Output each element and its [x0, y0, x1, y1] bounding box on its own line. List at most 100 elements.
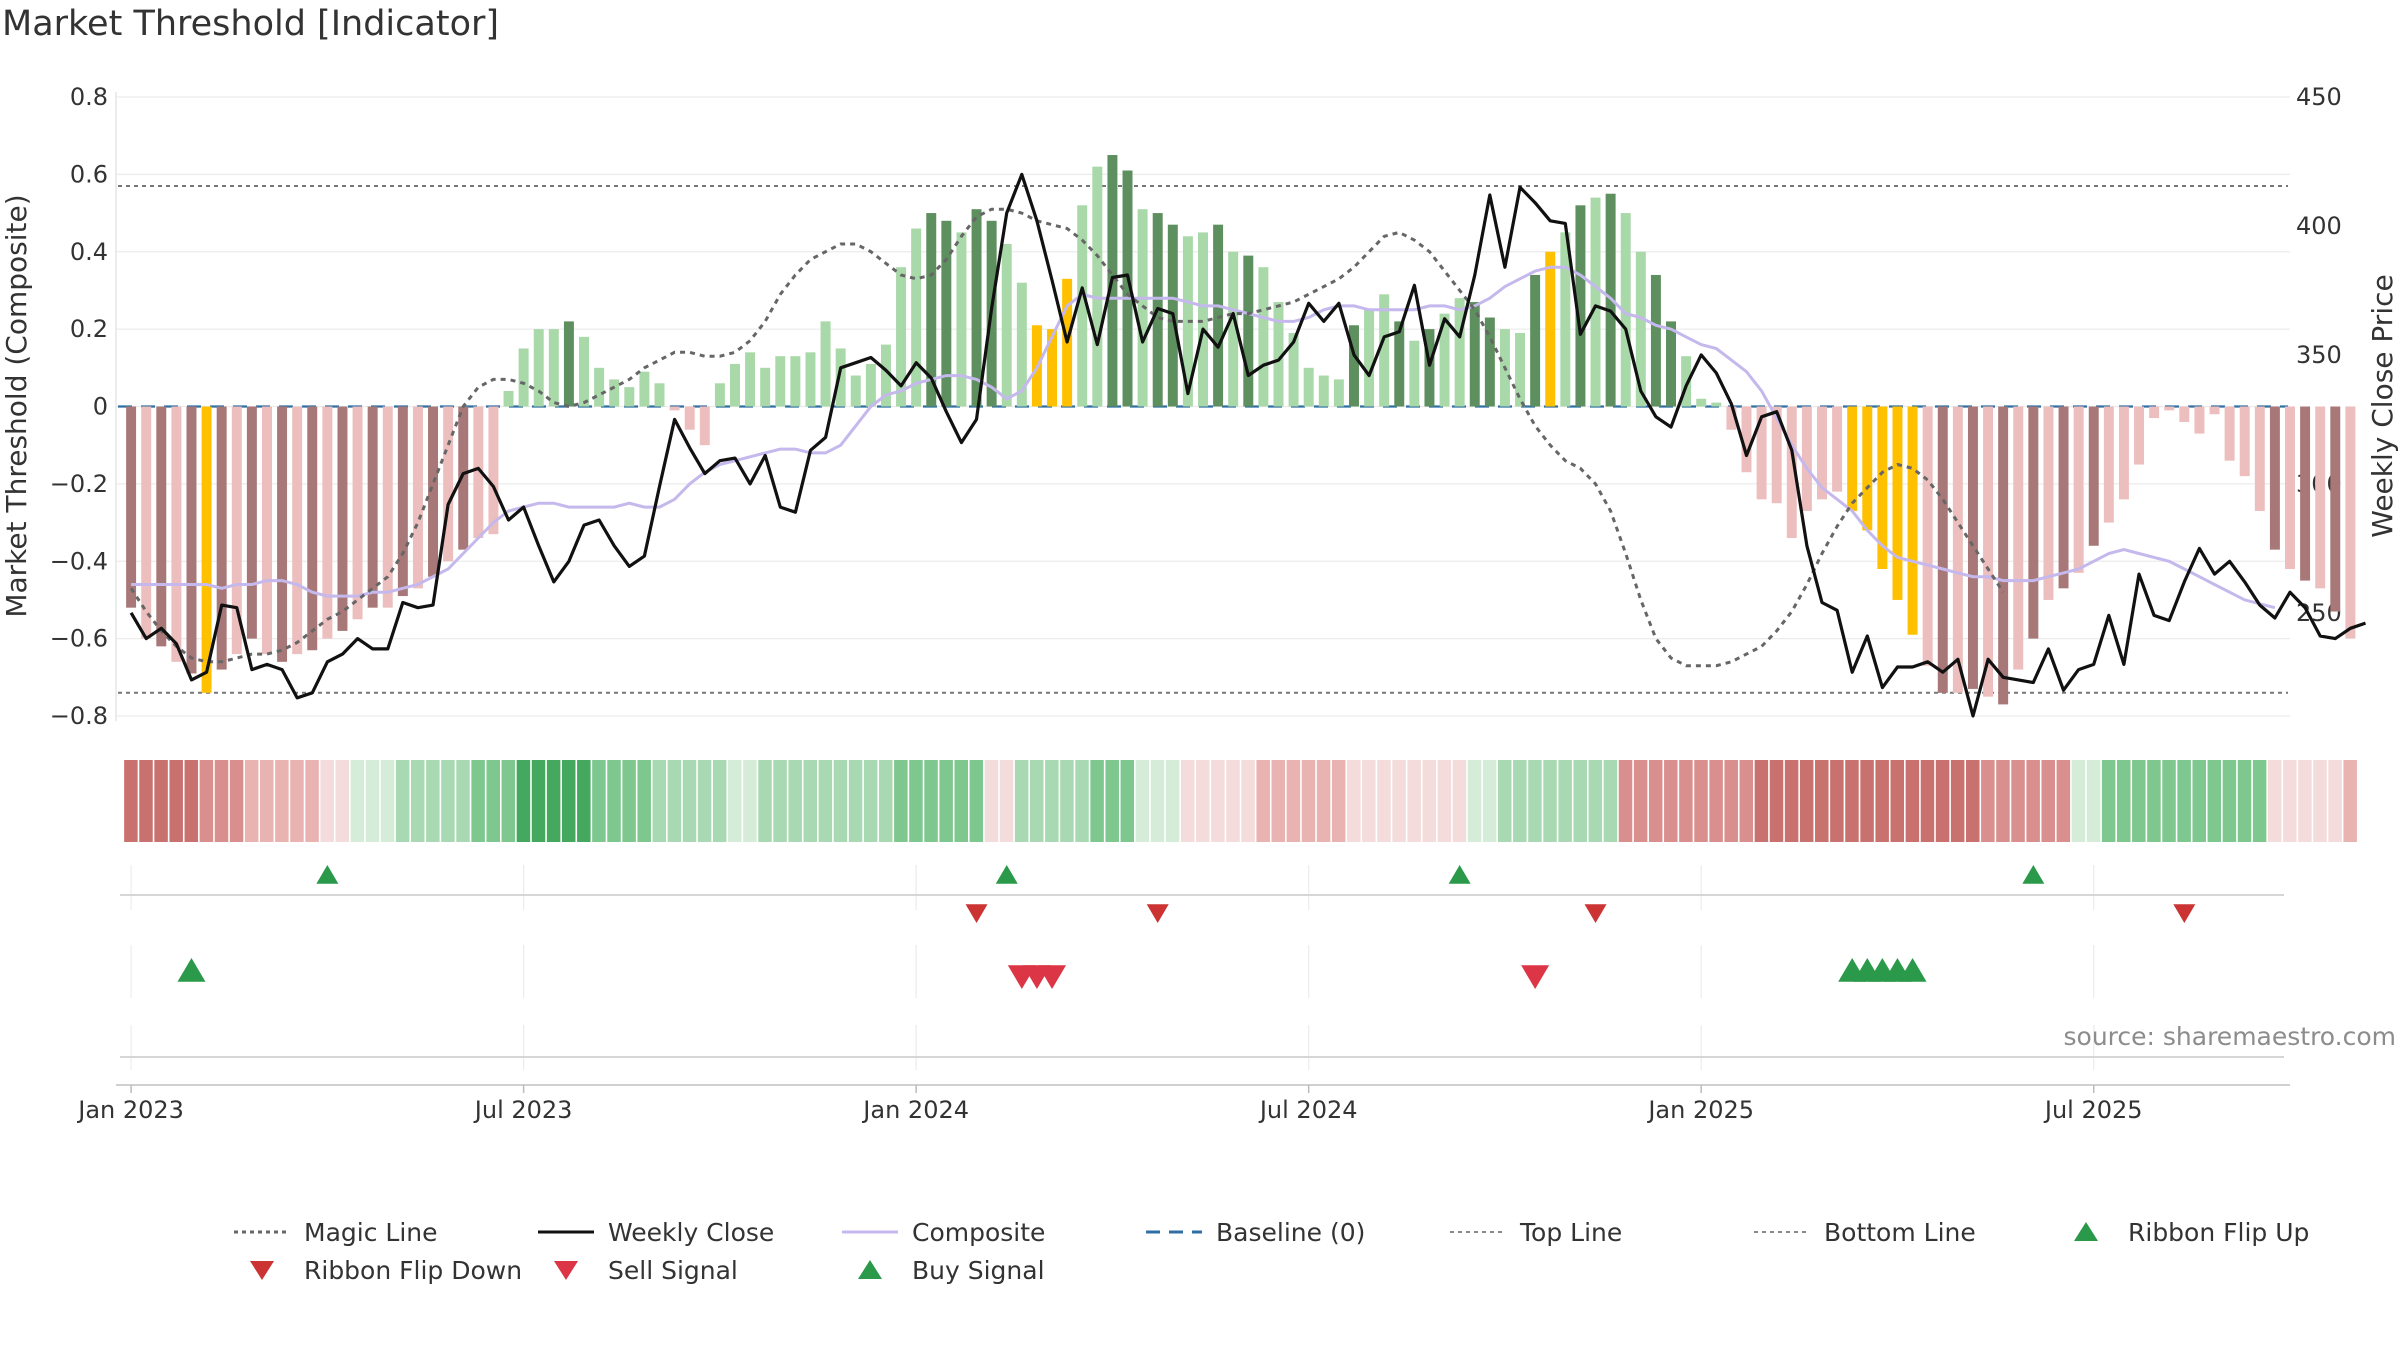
ribbon-cell: [395, 760, 410, 842]
composite-bar: [488, 406, 499, 535]
composite-bar: [971, 209, 982, 407]
composite-bar: [216, 406, 227, 670]
ribbon-cell: [924, 760, 938, 842]
composite-bar: [1348, 325, 1359, 407]
composite-bar: [1696, 398, 1707, 407]
ribbon-cell: [2026, 760, 2040, 842]
composite-bar: [639, 371, 650, 407]
ribbon-cell: [1679, 760, 1693, 842]
ribbon-cell: [879, 760, 893, 842]
composite-bar: [2345, 406, 2356, 639]
y-tick-label: 0.2: [70, 315, 108, 343]
y-tick-label: 0.8: [70, 83, 108, 111]
composite-bar: [1635, 251, 1646, 407]
legend-swatch: [842, 1230, 898, 1234]
composite-bar: [1439, 313, 1450, 407]
ribbon-cell: [1633, 760, 1648, 842]
composite-bar: [1092, 166, 1103, 407]
ribbon-cell: [260, 760, 274, 842]
composite-bar: [1620, 213, 1631, 407]
composite-bar: [684, 406, 695, 430]
ribbon-cell: [1543, 760, 1557, 842]
ribbon-cell: [999, 760, 1014, 842]
composite-bar: [1801, 406, 1812, 511]
ribbon-cell: [1075, 760, 1089, 842]
ribbon-cell: [697, 760, 712, 842]
ribbon-cell: [1528, 760, 1542, 842]
ribbon-cell: [2222, 760, 2237, 842]
ribbon-cell: [410, 760, 425, 842]
ribbon-cell: [2343, 760, 2357, 842]
legend-label: Ribbon Flip Down: [304, 1255, 523, 1285]
ribbon-cell: [2313, 760, 2327, 842]
ribbon-cell: [335, 760, 350, 842]
ribbon-cell: [214, 760, 229, 842]
ribbon-cell: [2101, 760, 2116, 842]
composite-bar: [1213, 224, 1224, 407]
composite-bar: [2330, 406, 2341, 612]
ribbon-cell: [712, 760, 727, 842]
ribbon-cell: [894, 760, 908, 842]
legend-item: Top Line: [1446, 1217, 1750, 1247]
ribbon-cell: [743, 760, 757, 842]
ribbon-cell: [1150, 760, 1165, 842]
ribbon-cell: [1286, 760, 1301, 842]
ribbon-cell: [1301, 760, 1316, 842]
legend-label: Weekly Close: [608, 1217, 775, 1247]
legend-swatch: [538, 1230, 594, 1234]
legend-item: Weekly Close: [534, 1217, 838, 1247]
ribbon-cell: [2283, 760, 2297, 842]
composite-bar: [2088, 406, 2099, 546]
composite-bar: [171, 406, 182, 662]
ribbon-flip-down-marker: [1584, 904, 1607, 923]
legend-label: Magic Line: [304, 1217, 438, 1247]
ribbon-cell: [667, 760, 682, 842]
composite-bar: [2073, 406, 2084, 573]
ribbon-cell: [728, 760, 742, 842]
composite-bar: [579, 336, 589, 407]
composite-bar: [820, 321, 831, 407]
ribbon-cell: [1165, 760, 1180, 842]
ribbon-cell: [1120, 760, 1135, 842]
composite-bar: [1530, 274, 1541, 407]
magic-line: [129, 207, 2005, 668]
ribbon-cell: [1875, 760, 1889, 842]
ribbon-cell: [773, 760, 787, 842]
composite-bar: [563, 321, 574, 407]
composite-bar: [1741, 406, 1752, 473]
composite-bar: [503, 391, 514, 407]
source-note: source: sharemaestro.com: [2063, 1022, 2397, 1051]
ribbon-cell: [501, 760, 516, 842]
legend-marker: [554, 1261, 578, 1280]
ribbon-cell: [637, 760, 651, 842]
y2-tick-label: 450: [2296, 83, 2342, 111]
composite-bar: [654, 383, 665, 407]
ribbon-cell: [2252, 760, 2267, 842]
composite-bar: [760, 367, 771, 407]
composite-bar: [1922, 406, 1933, 666]
ribbon-cell: [758, 760, 772, 842]
gridlines: [115, 92, 2290, 1070]
composite-bar: [1303, 367, 1314, 407]
composite-bar: [1967, 406, 1978, 689]
composite-bar: [865, 363, 876, 407]
ribbon-cell: [1452, 760, 1467, 842]
ribbon-cell: [1799, 760, 1814, 842]
ribbon-cell: [1664, 760, 1678, 842]
composite-bar: [1726, 406, 1737, 430]
ribbon-cell: [426, 760, 440, 842]
composite-bar: [1424, 329, 1435, 407]
ribbon-cell: [1860, 760, 1874, 842]
composite-bar: [2194, 406, 2205, 434]
ribbon-cell: [1739, 760, 1754, 842]
composite-bar: [1711, 402, 1722, 407]
buy-signal-marker: [1898, 958, 1927, 982]
composite-bar: [880, 344, 891, 407]
ribbon-cell: [561, 760, 576, 842]
ribbon-cell: [788, 760, 802, 842]
ribbon-cell: [290, 760, 304, 842]
composite-bar: [1681, 356, 1692, 407]
composite-bar: [2118, 406, 2129, 500]
composite-bar: [1243, 255, 1254, 407]
ribbon-cell: [305, 760, 319, 842]
